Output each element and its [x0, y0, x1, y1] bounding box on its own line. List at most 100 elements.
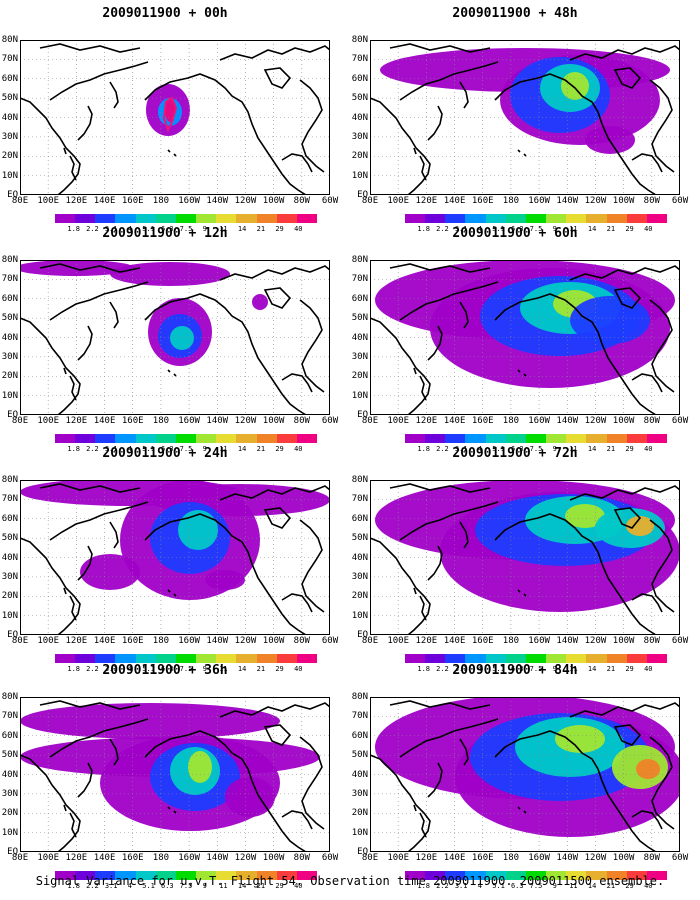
colorbar-swatch: [405, 871, 426, 880]
longitude-label: 180: [502, 416, 520, 426]
colorbar-swatch: [155, 871, 176, 880]
latitude-label: 10N: [351, 390, 368, 401]
latitude-label: 20N: [351, 371, 368, 382]
colorbar-swatch: [425, 434, 446, 443]
latitude-label: EQ: [357, 410, 368, 420]
longitude-label: 100W: [612, 196, 635, 206]
colorbar-label: 2.2: [86, 665, 99, 673]
coastline: [49, 61, 149, 101]
longitude-label: 140W: [206, 853, 229, 863]
colorbar-label: 21: [606, 882, 616, 890]
colorbar-swatch: [445, 434, 466, 443]
colorbar-label: 2.2: [86, 882, 99, 890]
variance-map: [20, 40, 330, 195]
coastline: [389, 43, 491, 53]
coastline: [219, 45, 330, 61]
longitude-label: 80E: [11, 853, 29, 863]
coastline: [494, 73, 657, 195]
coastline: [370, 97, 431, 195]
longitude-label: 80E: [11, 416, 29, 426]
colorbar-label: 14: [237, 665, 247, 673]
latitude-label: 30N: [351, 131, 368, 142]
coastline: [299, 736, 325, 830]
coastline: [523, 593, 527, 597]
latitude-label: 60N: [1, 730, 18, 741]
longitude-label: 120E: [65, 196, 88, 206]
colorbar-label: 9: [202, 445, 207, 453]
coastline: [413, 804, 417, 812]
coastline: [569, 45, 680, 61]
coastline: [63, 587, 67, 595]
coastline: [281, 153, 313, 173]
longitude-label: 100W: [612, 416, 635, 426]
colorbar-label: 11: [569, 882, 578, 890]
coastline: [144, 73, 307, 195]
colorbar-swatch: [505, 434, 526, 443]
coastline: [649, 736, 675, 830]
forecast-panel-72h: 2009011900 + 72h 80N 70N 60N 50N 40N 30N 20N 10N…: [350, 440, 690, 673]
latitude-label: 70N: [1, 711, 18, 722]
colorbar-swatch: [586, 654, 607, 663]
coastline: [63, 147, 67, 155]
colorbar-label: 5.1: [492, 225, 505, 233]
colorbar: [405, 214, 668, 223]
colorbar-label: 4: [477, 445, 482, 453]
colorbar-label: 29: [625, 882, 634, 890]
coastline: [389, 700, 491, 710]
longitude-label: 80W: [293, 416, 310, 426]
longitude-label: 120E: [415, 196, 438, 206]
colorbar-swatch: [95, 214, 116, 223]
longitude-label: 60W: [321, 196, 339, 206]
colorbar-swatch: [236, 214, 257, 223]
colorbar-label: 3.1: [104, 665, 118, 673]
longitude-label: 60W: [671, 636, 689, 646]
colorbar-swatch: [296, 434, 318, 443]
coastline: [399, 501, 499, 541]
coastline: [494, 293, 657, 415]
longitude-label: 100W: [262, 636, 285, 646]
coastline: [77, 762, 93, 798]
longitude-label: 120E: [65, 853, 88, 863]
colorbar-swatch: [296, 654, 318, 663]
latitude-label: EQ: [357, 847, 368, 857]
longitude-label: 80W: [643, 636, 660, 646]
variance-contour: [626, 516, 654, 536]
colorbar-label: 7.5: [179, 445, 193, 453]
coastline: [281, 810, 313, 830]
variance-contour: [20, 260, 135, 276]
colorbar-swatch: [216, 434, 237, 443]
colorbar-label: 2.2: [436, 225, 449, 233]
latitude-label: 20N: [351, 808, 368, 819]
colorbar-label: 14: [237, 445, 247, 453]
colorbar-label: 1.8: [67, 665, 81, 673]
colorbar-label: 29: [625, 225, 634, 233]
panel-title: 2009011900 + 84h: [452, 663, 578, 678]
longitude-label: 80E: [361, 196, 379, 206]
latitude-label: 10N: [1, 390, 18, 401]
colorbar-label: 4: [477, 665, 482, 673]
colorbar-label: 40: [644, 665, 653, 673]
coastline: [219, 265, 330, 281]
longitude-label: 60W: [321, 636, 339, 646]
coastline: [49, 501, 149, 541]
longitude-label: 120W: [584, 416, 607, 426]
colorbar-label: 29: [275, 225, 284, 233]
colorbar-swatch: [75, 871, 96, 880]
colorbar-swatch: [546, 434, 567, 443]
latitude-label: 70N: [1, 54, 18, 65]
coastline: [613, 724, 642, 746]
colorbar-swatch: [405, 654, 426, 663]
colorbar-label: 7.5: [529, 882, 543, 890]
longitude-label: 140W: [556, 196, 579, 206]
latitude-label: 50N: [1, 93, 18, 104]
colorbar-swatch: [135, 871, 156, 880]
colorbar-label: 11: [219, 882, 228, 890]
coastline: [427, 105, 443, 141]
coastline: [389, 483, 491, 493]
colorbar-swatch: [175, 434, 197, 443]
longitude-label: 100E: [387, 636, 410, 646]
coastline: [49, 718, 149, 758]
coastline: [63, 804, 67, 812]
coastline: [39, 700, 141, 710]
colorbar-swatch: [525, 214, 547, 223]
